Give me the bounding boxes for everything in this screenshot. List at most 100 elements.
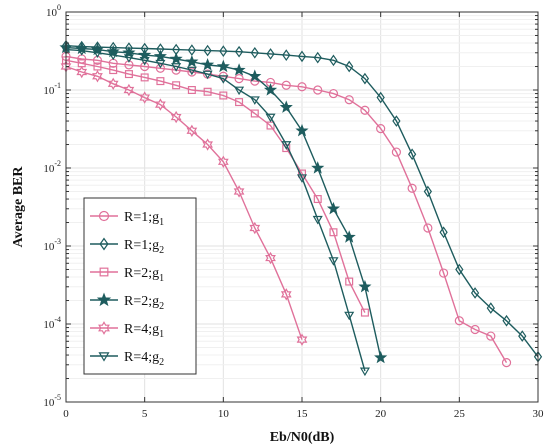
data-point (187, 44, 197, 56)
data-point (156, 77, 165, 86)
data-point (140, 73, 149, 82)
data-point (76, 65, 88, 79)
data-point (407, 183, 417, 193)
legend-marker (99, 237, 109, 251)
data-point (124, 70, 133, 79)
data-point (329, 54, 338, 67)
series-3 (61, 56, 369, 317)
data-point (92, 49, 103, 58)
data-point (234, 74, 244, 84)
data-point (232, 63, 246, 76)
y-tick-label: 10-1 (43, 81, 61, 97)
data-point (423, 223, 433, 233)
data-point (155, 98, 166, 111)
data-point (313, 195, 322, 204)
data-point (297, 50, 307, 63)
x-tick-label: 0 (63, 408, 69, 420)
data-point (235, 98, 244, 107)
data-point (360, 72, 370, 85)
series-line (65, 65, 303, 340)
y-tick-label: 10-3 (43, 237, 61, 253)
data-point (155, 63, 165, 73)
data-point (280, 288, 292, 301)
data-point (140, 61, 150, 72)
data-point (407, 148, 417, 161)
ticks: 0 5 10 15 20 25 30 100 10-1 10-2 10-3 10-4 10-5 (43, 3, 544, 420)
data-point (107, 77, 119, 91)
data-point (106, 44, 120, 58)
data-point (470, 287, 480, 299)
data-point (502, 314, 511, 327)
data-point (265, 113, 276, 123)
data-point (234, 86, 245, 96)
data-point (345, 277, 354, 286)
data-point (374, 350, 388, 364)
data-point (139, 91, 151, 104)
data-point (186, 66, 197, 76)
data-point (153, 49, 167, 62)
x-tick-label: 20 (375, 408, 387, 420)
data-point (391, 147, 401, 157)
data-point (311, 161, 325, 174)
data-point (281, 80, 291, 90)
legend-entry: R=4;g2 (90, 350, 164, 368)
data-point (313, 51, 322, 64)
data-point (170, 110, 182, 124)
data-point (486, 302, 495, 314)
legend-label: R=4;g2 (124, 350, 164, 368)
data-point (249, 96, 260, 105)
data-point (139, 56, 150, 66)
data-point (202, 70, 213, 80)
data-point (76, 47, 87, 56)
data-point (185, 54, 199, 68)
data-point (501, 357, 512, 368)
x-tick-label: 10 (218, 408, 230, 420)
data-point (281, 141, 292, 150)
data-point (313, 85, 323, 95)
data-point (248, 69, 262, 82)
data-point (123, 83, 135, 97)
data-point (358, 279, 372, 293)
x-tick-label: 15 (297, 408, 309, 420)
series-line (65, 59, 366, 313)
data-point (486, 331, 496, 341)
legend-label: R=1;g1 (124, 210, 164, 228)
data-point (296, 333, 308, 346)
data-point (108, 51, 119, 61)
legend-entry: R=4;g1 (90, 321, 164, 340)
data-point (423, 185, 433, 198)
x-axis-title: Eb/N0(dB) (270, 430, 335, 445)
data-point (203, 44, 212, 57)
series-6 (60, 46, 370, 377)
data-point (296, 174, 308, 183)
legend-label: R=1;g2 (124, 238, 164, 256)
data-point (344, 311, 355, 321)
data-point (216, 59, 230, 73)
data-point (218, 75, 229, 84)
data-point (217, 155, 229, 169)
data-point (470, 324, 480, 335)
y-tick-label: 10-5 (43, 393, 61, 409)
legend-entry: R=1;g1 (90, 210, 164, 228)
y-tick-label: 10-4 (43, 315, 61, 331)
data-point (326, 201, 341, 215)
legend-box (83, 197, 197, 375)
data-point (203, 87, 212, 96)
data-point (90, 42, 105, 56)
data-point (297, 82, 307, 92)
data-point (123, 54, 134, 63)
series-5 (60, 60, 308, 346)
data-point (329, 228, 338, 237)
legend-label: R=4;g1 (124, 322, 164, 340)
data-point (279, 100, 293, 113)
data-point (439, 226, 448, 239)
data-point (186, 124, 198, 137)
legend: R=1;g1 R=1;g2 R=2;g1 R=2;g2 R=4;g1 R=4;g2 (83, 197, 197, 375)
legend-marker (99, 267, 109, 277)
data-point (359, 367, 370, 377)
data-point (155, 59, 166, 69)
data-point (219, 91, 228, 100)
data-point (328, 257, 339, 266)
data-point (234, 45, 244, 58)
data-point (93, 62, 102, 71)
